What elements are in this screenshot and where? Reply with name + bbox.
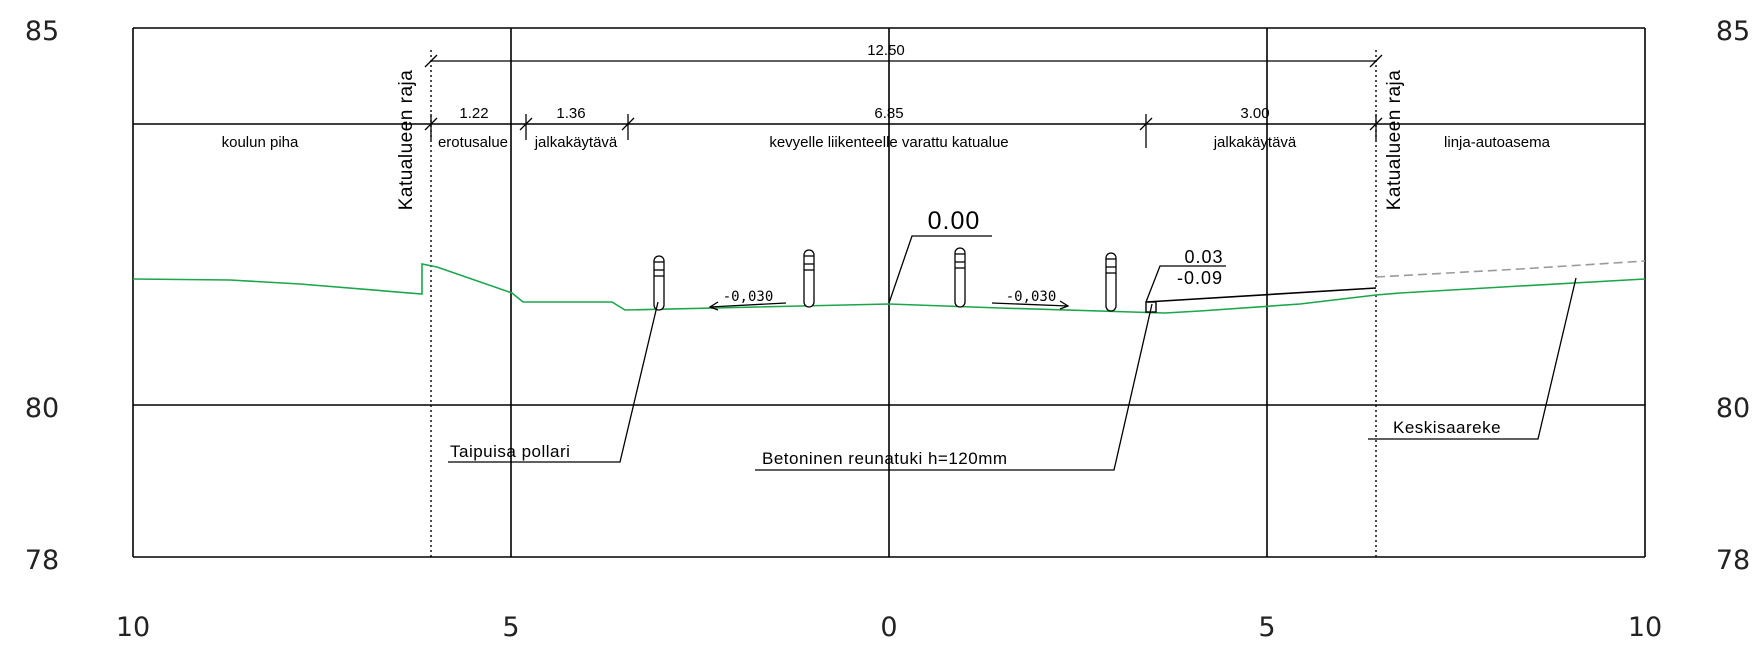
right-boundary-label: Katualueen raja [1384, 70, 1405, 211]
y-tick-label: 85 [25, 16, 59, 47]
right-y-axis: 85 80 78 [1716, 16, 1750, 576]
leader-island [1368, 277, 1577, 440]
bollard [803, 249, 815, 308]
x-axis: 10 5 0 5 10 [116, 612, 1662, 643]
boundary-lines [430, 50, 1377, 557]
zone-label: erotusalue [438, 134, 508, 151]
dimension-label: 1.22 [459, 105, 488, 122]
bollard [1105, 252, 1117, 312]
bollard [653, 255, 665, 311]
dim-tick [1369, 54, 1383, 68]
x-tick-label: 10 [1628, 612, 1662, 643]
y-tick-label: 78 [25, 545, 59, 576]
zone-label: jalkakäytävä [534, 134, 618, 151]
x-tick-label: 5 [502, 612, 519, 643]
x-tick-label: 0 [880, 612, 897, 643]
dim-tick [424, 117, 438, 131]
leader-curb [755, 303, 1153, 471]
dim-tick [1139, 117, 1153, 131]
slope-arrow-left [709, 302, 787, 308]
x-tick-label: 10 [116, 612, 150, 643]
center-elevation-label: 0.00 [928, 207, 981, 235]
left-boundary-label: Katualueen raja [396, 70, 417, 211]
dim-tick [519, 117, 533, 131]
slope-arrows [708, 300, 1070, 311]
dimension-label: 6.85 [874, 105, 903, 122]
bollard-callout-label: Taipuisa pollari [450, 442, 570, 461]
dim-tick [1369, 117, 1383, 131]
zone-label: linja-autoasema [1444, 134, 1551, 151]
bollard [954, 247, 966, 308]
bollards [653, 247, 1117, 312]
existing-ground-line [1375, 260, 1646, 278]
leader-lines [448, 235, 1577, 471]
curb-top-elevation-label: 0.03 [1184, 247, 1223, 267]
y-tick-label: 80 [25, 393, 59, 424]
left-y-axis: 85 80 78 [25, 16, 59, 576]
leader-center-elevation [888, 235, 992, 304]
x-tick-label: 5 [1258, 612, 1275, 643]
curb-top-line [1145, 287, 1377, 303]
zone-label: kevyelle liikenteelle varattu katualue [769, 134, 1008, 151]
curb-callout-label: Betoninen reunatuki h=120mm [762, 449, 1008, 468]
slope-label-right: -0,030 [1006, 289, 1057, 305]
dim-tick [424, 54, 438, 68]
dimension-lines [424, 54, 1383, 148]
y-tick-label: 80 [1716, 393, 1750, 424]
total-width-label: 12.50 [867, 42, 905, 59]
slope-arrow-right [991, 302, 1069, 307]
zone-label: jalkakäytävä [1213, 134, 1297, 151]
leader-curb-elevation [1145, 265, 1226, 303]
island-callout-label: Keskisaareke [1393, 418, 1501, 437]
y-tick-label: 85 [1716, 16, 1750, 47]
y-tick-label: 78 [1716, 545, 1750, 576]
dim-tick [621, 117, 635, 131]
leader-bollard [448, 301, 659, 463]
curb-detail [1145, 287, 1377, 313]
frame [132, 27, 1646, 558]
slope-label-left: -0,030 [723, 289, 774, 305]
dimension-label: 3.00 [1240, 105, 1269, 122]
curb-bottom-elevation-label: -0.09 [1177, 268, 1223, 288]
dimension-label: 1.36 [556, 105, 585, 122]
ground-surface-line [132, 263, 1646, 314]
zone-label: koulun piha [222, 134, 299, 151]
